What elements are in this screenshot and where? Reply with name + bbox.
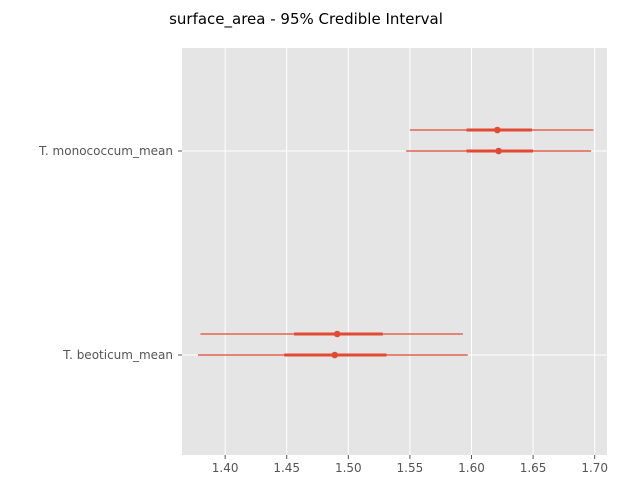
x-tick-label: 1.65 <box>520 461 547 475</box>
x-axis-ticks: 1.40 1.45 1.50 1.55 1.60 1.65 1.70 <box>212 455 608 475</box>
x-tick-label: 1.50 <box>335 461 362 475</box>
plot-area <box>182 48 607 455</box>
y-axis-ticks: T. monococcum_mean T. beoticum_mean <box>38 144 182 362</box>
x-tick-label: 1.70 <box>581 461 608 475</box>
mean-point <box>494 126 501 134</box>
mean-point <box>333 330 341 338</box>
y-tick-label: T. beoticum_mean <box>62 348 173 362</box>
x-tick-label: 1.45 <box>273 461 300 475</box>
x-tick-label: 1.55 <box>397 461 424 475</box>
x-tick-label: 1.60 <box>458 461 485 475</box>
mean-point <box>495 147 502 155</box>
chart-title: surface_area - 95% Credible Interval <box>169 10 443 29</box>
y-tick-label: T. monococcum_mean <box>38 144 173 158</box>
x-tick-label: 1.40 <box>212 461 239 475</box>
mean-point <box>331 351 339 359</box>
interval-marks <box>198 126 594 359</box>
